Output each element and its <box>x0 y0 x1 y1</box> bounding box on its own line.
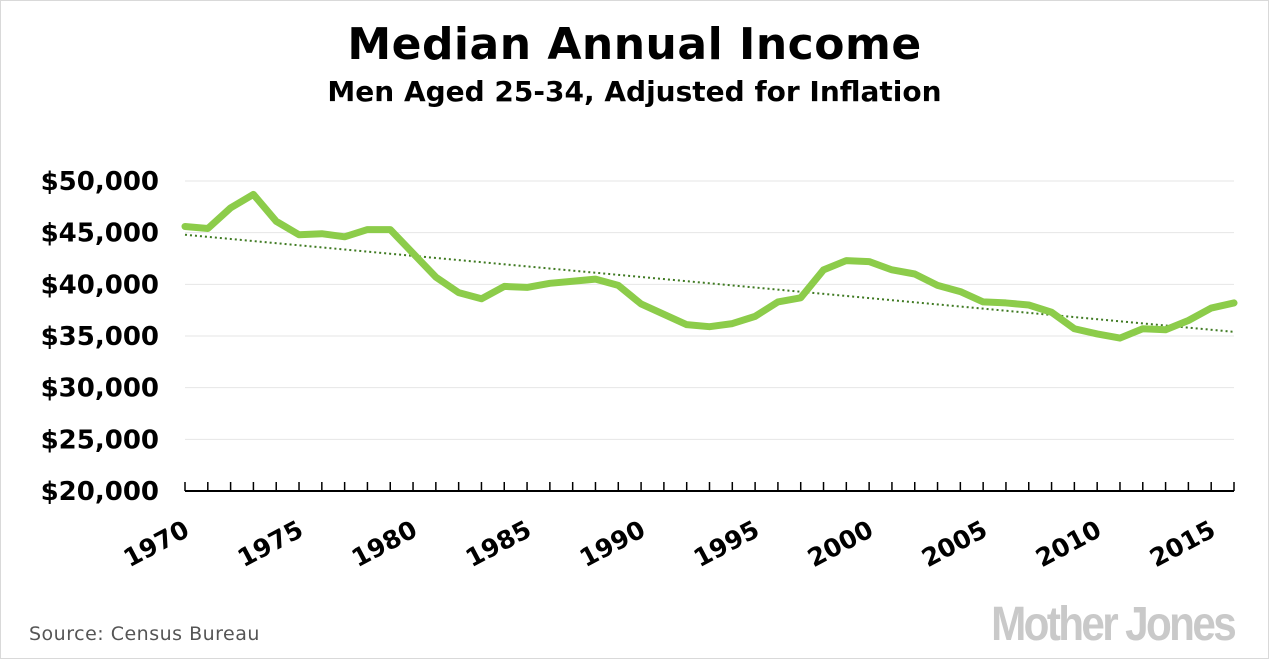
y-tick-label: $20,000 <box>41 477 159 507</box>
data-point <box>1234 302 1235 303</box>
x-tick-label: 1985 <box>461 515 536 573</box>
publisher-logo: Mother Jones <box>991 598 1237 651</box>
data-point <box>1051 312 1052 313</box>
data-point <box>1211 308 1212 309</box>
data-point <box>1074 328 1075 329</box>
data-point <box>800 297 801 298</box>
trendline <box>184 233 1235 333</box>
x-axis <box>184 482 1235 492</box>
trendline-path <box>184 233 1235 333</box>
data-point <box>618 285 619 286</box>
y-axis-labels: $20,000 $25,000 $30,000 $35,000 $40,000 $45,0… <box>41 167 159 507</box>
data-point <box>1165 329 1166 330</box>
x-tick-label: 1980 <box>347 515 422 573</box>
data-point <box>1097 333 1098 334</box>
data-point <box>572 281 573 282</box>
data-point <box>230 207 231 208</box>
data-point <box>367 229 368 230</box>
x-tick-label: 1970 <box>119 515 194 573</box>
y-tick-label: $45,000 <box>41 219 159 249</box>
y-tick-label: $40,000 <box>41 270 159 300</box>
data-point <box>595 279 596 280</box>
data-point <box>686 324 687 325</box>
data-point <box>869 261 870 262</box>
data-point <box>891 269 892 270</box>
data-point <box>1188 320 1189 321</box>
data-point <box>709 326 710 327</box>
data-point <box>983 301 984 302</box>
data-point <box>321 233 322 234</box>
x-tick-label: 1990 <box>575 515 650 573</box>
source-note: Source: Census Bureau <box>29 623 260 645</box>
x-tick-label: 2000 <box>803 515 878 573</box>
data-point <box>185 226 186 227</box>
data-point <box>481 298 482 299</box>
x-tick-label: 1975 <box>233 515 308 573</box>
data-point <box>641 303 642 304</box>
data-point <box>1028 305 1029 306</box>
data-point <box>1005 302 1006 303</box>
data-series <box>181 190 1238 342</box>
data-point <box>755 316 756 317</box>
y-tick-label: $25,000 <box>41 425 159 455</box>
data-point <box>549 283 550 284</box>
x-axis-labels: 1970 1975 1980 1985 1990 1995 2000 2005 2010 2015 <box>119 515 1220 573</box>
data-point <box>390 229 391 230</box>
data-point <box>777 301 778 302</box>
data-point <box>960 291 961 292</box>
data-point <box>823 269 824 270</box>
data-point <box>207 228 208 229</box>
x-tick-label: 2010 <box>1031 515 1106 573</box>
x-tick-label: 2015 <box>1145 515 1220 573</box>
data-point <box>458 292 459 293</box>
data-point <box>504 286 505 287</box>
x-tick-label: 1995 <box>689 515 764 573</box>
data-point <box>413 253 414 254</box>
x-tick-label: 2005 <box>917 515 992 573</box>
data-point <box>846 260 847 261</box>
y-tick-label: $35,000 <box>41 322 159 352</box>
data-point <box>1119 338 1120 339</box>
data-point <box>914 274 915 275</box>
data-point <box>732 323 733 324</box>
y-tick-label: $30,000 <box>41 374 159 404</box>
data-point <box>253 194 254 195</box>
data-point <box>1142 328 1143 329</box>
chart-subtitle: Men Aged 25-34, Adjusted for Inflation <box>327 75 942 108</box>
series-line <box>181 190 1238 342</box>
data-point <box>527 287 528 288</box>
data-point <box>435 277 436 278</box>
data-point <box>276 221 277 222</box>
grid-lines <box>185 180 1234 440</box>
data-point <box>937 285 938 286</box>
data-point <box>663 314 664 315</box>
data-point <box>344 236 345 237</box>
data-point <box>299 234 300 235</box>
chart-title: Median Annual Income <box>347 19 922 70</box>
y-tick-label: $50,000 <box>41 167 159 197</box>
